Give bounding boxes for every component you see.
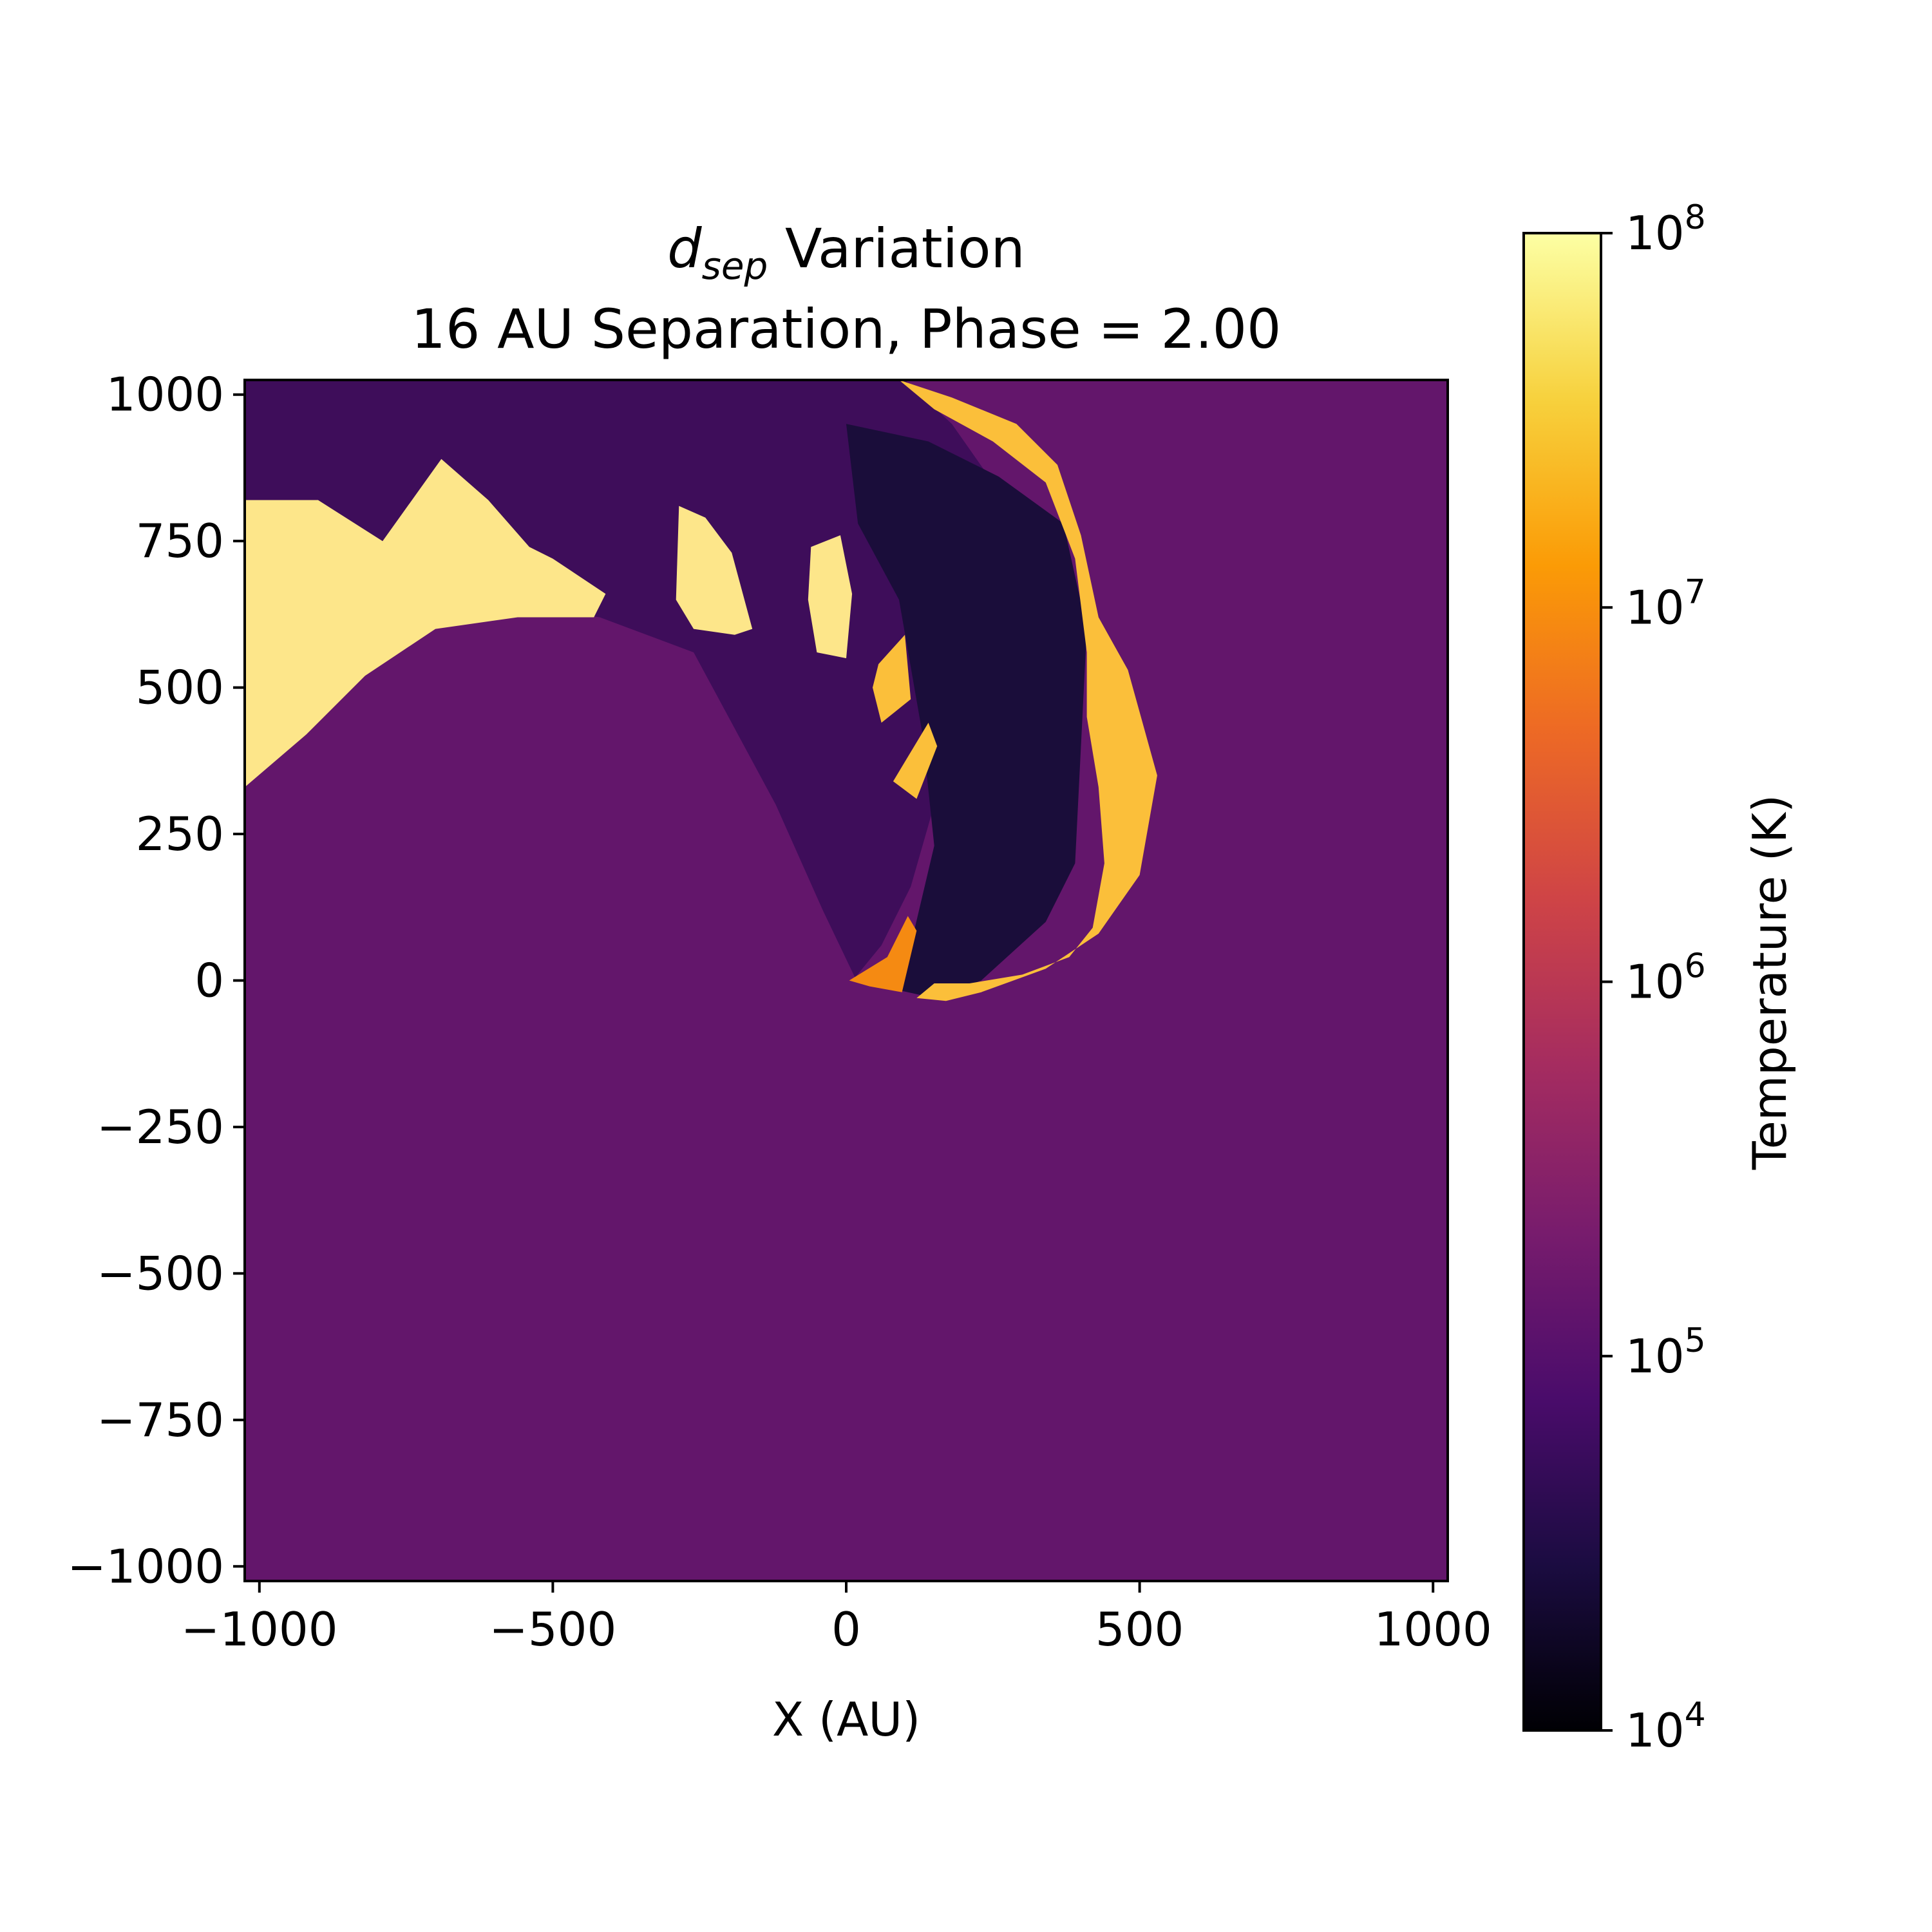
y-tick-label: 500 [136, 661, 224, 715]
colorbar-tick-label: 108 [1625, 198, 1706, 260]
region-hot-clump-mid-left [676, 506, 753, 635]
colorbar-label: Temperature (K) [1743, 795, 1797, 1170]
region-cavity-interior [846, 424, 1087, 998]
colorbar-ticks: 108 107 106 105 104 [1601, 198, 1706, 1757]
plot-area [243, 379, 1449, 1582]
y-tick-label: −750 [97, 1393, 224, 1447]
x-tick-label: 500 [1095, 1602, 1184, 1656]
region-hot-clump-far-left [245, 459, 606, 788]
region-shock-shell-right [899, 380, 1157, 1001]
colorbar-tick-label: 104 [1625, 1696, 1706, 1757]
x-tick-label: −1000 [181, 1602, 338, 1656]
x-tick-label: 0 [831, 1602, 861, 1656]
heatmap-regions [245, 380, 1157, 1001]
y-tick-label: −1000 [67, 1539, 224, 1593]
colorbar-gradient [1522, 232, 1602, 1732]
y-tick-label: 1000 [106, 368, 224, 422]
region-hot-clump-knot-a [873, 634, 911, 723]
chart-title-line1: dsep Variation [667, 217, 1025, 288]
y-tick-label: 750 [136, 514, 224, 568]
y-tick-label: −250 [97, 1100, 224, 1154]
colorbar-tick-label: 107 [1625, 573, 1706, 634]
y-tick-label: −500 [97, 1246, 224, 1300]
y-tick-label: 250 [136, 807, 224, 861]
chart-title-line2: 16 AU Separation, Phase = 2.00 [412, 298, 1282, 361]
title-symbol: d [667, 217, 702, 280]
title-subscript: sep [702, 244, 768, 288]
x-axis-ticks: −1000 −500 0 500 1000 [181, 1581, 1492, 1656]
colorbar: 108 107 106 105 104 Temperature (K) [1522, 198, 1797, 1757]
x-tick-label: 1000 [1374, 1602, 1492, 1656]
y-axis-ticks: 1000 750 500 250 0 −250 −500 −750 −1000 [67, 368, 245, 1593]
x-tick-label: −500 [489, 1602, 617, 1656]
title-rest: Variation [768, 217, 1025, 280]
colorbar-tick-label: 105 [1625, 1321, 1706, 1383]
y-tick-label: 0 [194, 954, 224, 1008]
x-axis-label: X (AU) [772, 1692, 920, 1747]
region-hot-clump-center [808, 535, 853, 659]
colorbar-tick-label: 106 [1625, 947, 1706, 1009]
region-shock-shell-inner [849, 916, 917, 992]
region-hot-clump-knot-b [893, 723, 938, 799]
